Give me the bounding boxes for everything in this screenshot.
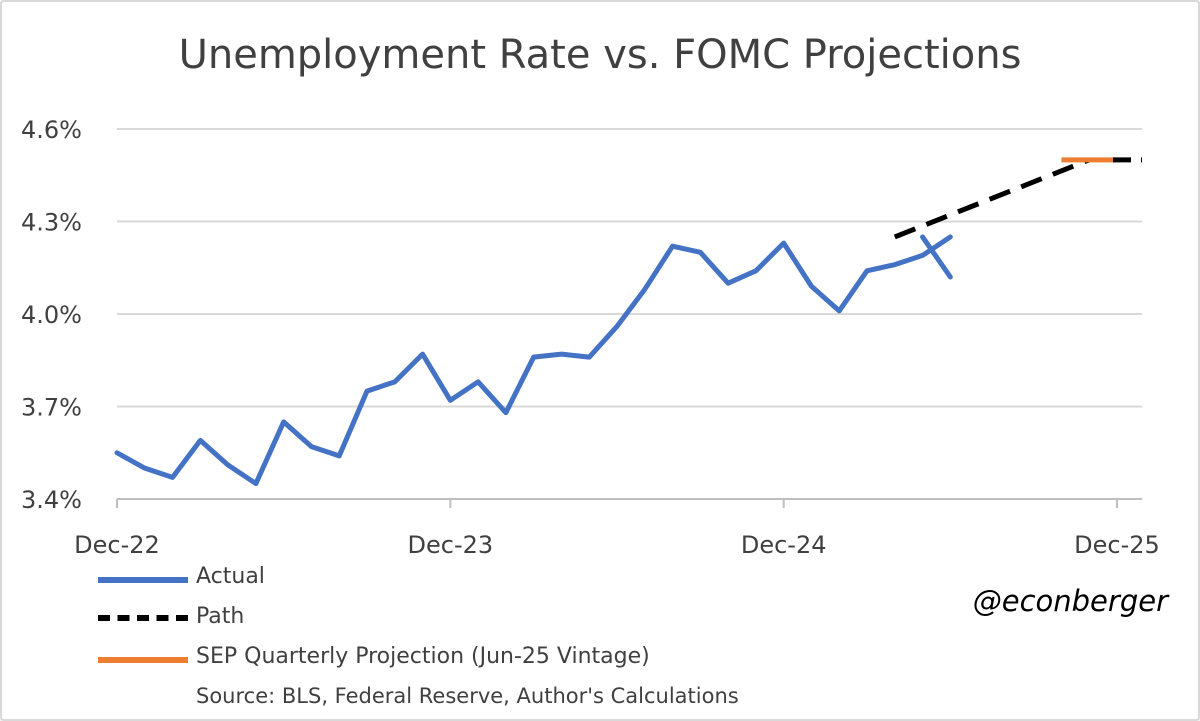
y-axis-ticks: 3.4% 3.7% 4.0% 4.3% 4.6% [21,116,82,514]
series-line-actual-tail [920,234,953,280]
y-tick-label: 4.6% [21,116,82,144]
author-handle: @econberger [972,584,1168,618]
x-axis: Dec-22 Dec-23 Dec-24 Dec-25 [74,498,1160,559]
x-tick-label: Dec-25 [1074,531,1160,559]
x-tick-label: Dec-23 [408,531,494,559]
legend-item-path: Path [98,600,858,640]
legend-swatch-path [98,615,188,621]
legend-item-sep: SEP Quarterly Projection (Jun-25 Vintage… [98,640,858,680]
y-tick-label: 4.0% [21,301,82,329]
legend-label-path: Path [196,604,245,629]
legend-label-actual: Actual [196,564,265,589]
legend-label-sep: SEP Quarterly Projection (Jun-25 Vintage… [196,644,650,669]
x-tick-label: Dec-22 [74,531,160,559]
legend-swatch-actual [98,577,188,583]
source-note: Source: BLS, Federal Reserve, Author's C… [196,684,739,708]
chart-title: Unemployment Rate vs. FOMC Projections [178,32,1022,78]
gridlines [117,128,1142,408]
y-tick-label: 3.4% [21,486,82,514]
y-tick-label: 3.7% [21,394,82,422]
legend: Actual Path SEP Quarterly Projection (Ju… [98,560,858,680]
series-line-path [893,157,1091,240]
y-tick-label: 4.3% [21,209,82,237]
legend-item-actual: Actual [98,560,858,600]
legend-swatch-sep [98,657,188,663]
series-lines [114,157,1142,487]
x-tick-label: Dec-24 [741,531,827,559]
series-line-actual [114,234,953,487]
